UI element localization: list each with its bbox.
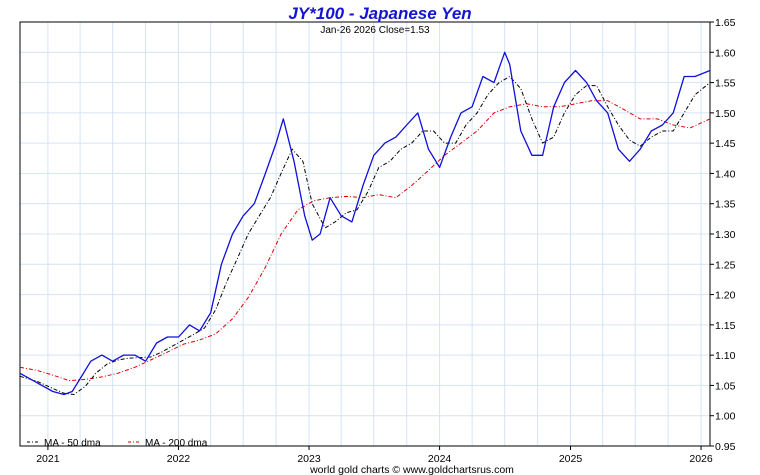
y-tick-label: 1.20 xyxy=(715,290,736,302)
x-tick-label: 2026 xyxy=(689,453,713,465)
grid xyxy=(20,21,710,447)
x-axis: 2021 2022 2023 2024 2025 2026 xyxy=(36,446,713,465)
y-tick-label: 1.35 xyxy=(715,199,736,211)
chart-title: JY*100 - Japanese Yen xyxy=(288,4,471,23)
x-tick-label: 2023 xyxy=(297,453,321,465)
ma200-series-line xyxy=(19,100,711,382)
x-tick-label: 2025 xyxy=(559,453,583,465)
y-tick-label: 1.30 xyxy=(715,229,736,241)
legend-ma50-label: MA - 50 dma xyxy=(44,438,101,449)
y-axis: 0.95 1.00 1.05 1.10 1.15 1.20 1.25 1.30 1.35 1.40… xyxy=(710,17,736,453)
x-tick-label: 2024 xyxy=(428,453,452,465)
y-tick-label: 1.15 xyxy=(715,320,736,332)
y-tick-label: 1.55 xyxy=(715,78,736,90)
y-tick-label: 1.45 xyxy=(715,138,736,150)
x-tick-label: 2022 xyxy=(167,453,191,465)
price-series-line xyxy=(19,51,711,396)
y-tick-label: 1.60 xyxy=(715,47,736,59)
y-tick-label: 1.05 xyxy=(715,380,736,392)
x-tick-label: 2021 xyxy=(36,453,60,465)
y-tick-label: 1.65 xyxy=(715,17,736,29)
y-tick-label: 0.95 xyxy=(715,441,736,453)
chart-subtitle: Jan-26 2026 Close=1.53 xyxy=(320,25,430,36)
legend: MA - 50 dma MA - 200 dma xyxy=(27,438,208,449)
ma50-series-line xyxy=(19,76,711,395)
y-tick-label: 1.40 xyxy=(715,168,736,180)
legend-ma200-label: MA - 200 dma xyxy=(145,438,208,449)
y-tick-label: 1.50 xyxy=(715,108,736,120)
y-tick-label: 1.00 xyxy=(715,411,736,423)
y-tick-label: 1.10 xyxy=(715,350,736,362)
series-layer xyxy=(19,51,711,396)
chart-footer: world gold charts © www.goldchartsrus.co… xyxy=(309,464,514,475)
y-tick-label: 1.25 xyxy=(715,259,736,271)
